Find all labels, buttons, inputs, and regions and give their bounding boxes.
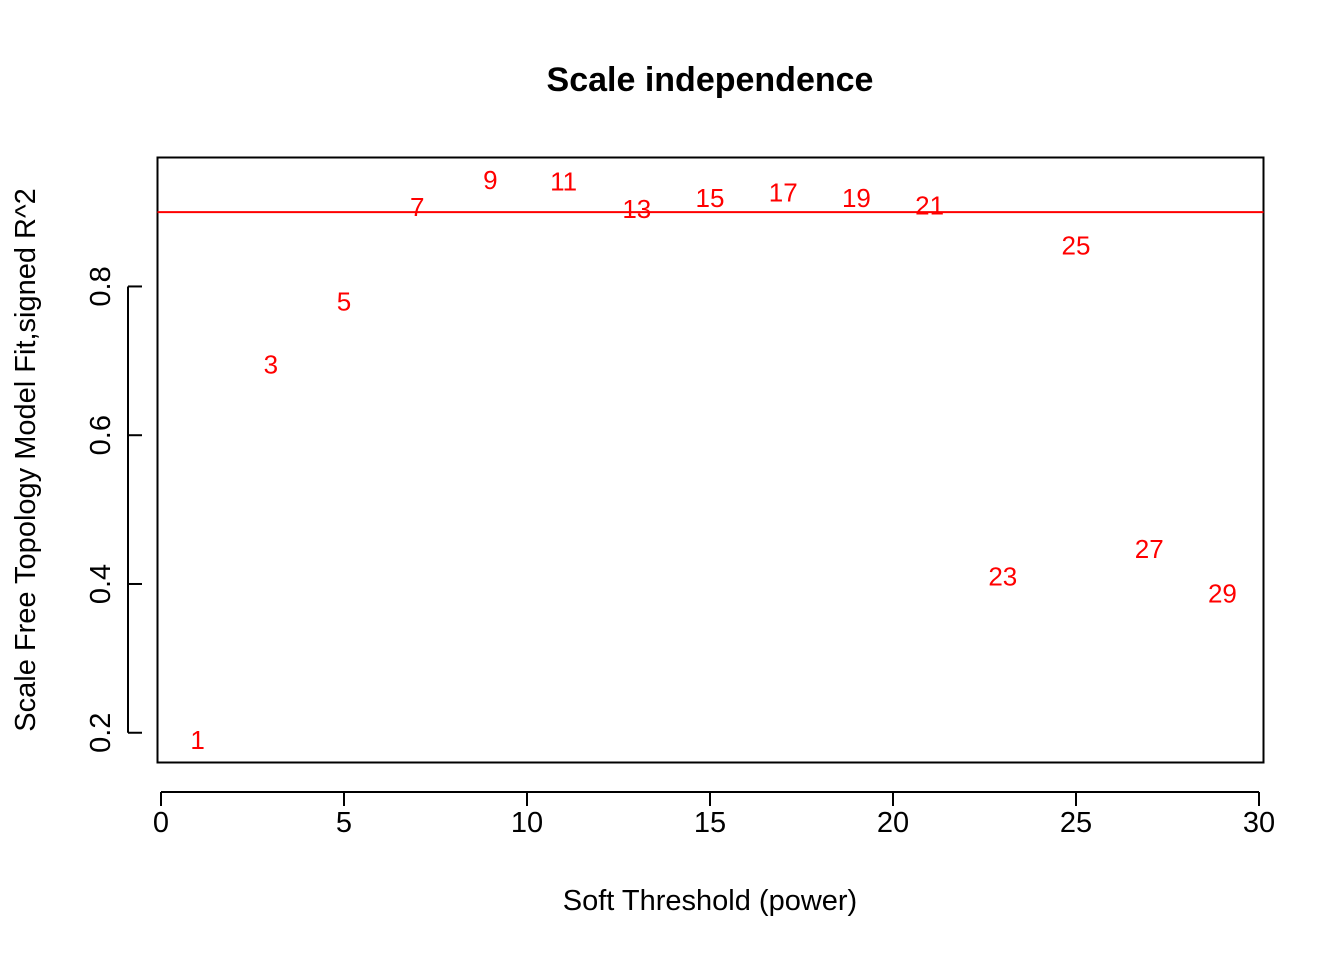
y-axis: 0.2 0.4 0.6 0.8 [85, 266, 142, 753]
x-tick-label: 25 [1060, 807, 1092, 839]
y-tick-label: 0.6 [85, 415, 117, 455]
x-axis: 0 5 10 15 20 25 30 [153, 791, 1275, 839]
data-point-label: 21 [915, 190, 944, 220]
y-tick-label: 0.2 [85, 713, 117, 753]
data-point-label: 25 [1062, 231, 1091, 261]
plot-frame [156, 156, 1265, 764]
data-point-label: 19 [842, 183, 871, 213]
x-axis-label: Soft Threshold (power) [563, 885, 857, 917]
x-tick-label: 10 [511, 807, 543, 839]
data-point-label: 11 [550, 167, 577, 197]
x-tick-label: 20 [877, 807, 909, 839]
data-point-label: 5 [337, 286, 351, 316]
x-tick-label: 30 [1243, 807, 1275, 839]
data-point-label: 1 [190, 725, 204, 755]
data-point-label: 27 [1135, 534, 1164, 564]
data-point-label: 29 [1208, 579, 1237, 609]
y-tick-label: 0.8 [85, 266, 117, 306]
y-axis-label: Scale Free Topology Model Fit,signed R^2 [10, 188, 42, 731]
chart-title: Scale independence [547, 61, 874, 99]
data-point-label: 9 [483, 165, 497, 195]
data-point-label: 13 [622, 194, 651, 224]
x-tick-label: 5 [336, 807, 352, 839]
data-point-label: 3 [264, 350, 278, 380]
x-tick-label: 15 [694, 807, 726, 839]
data-point-label: 23 [988, 562, 1017, 592]
y-tick-label: 0.4 [85, 564, 117, 604]
data-point-label: 17 [769, 178, 798, 208]
data-point-label: 7 [410, 192, 424, 222]
x-tick-label: 0 [153, 807, 169, 839]
data-point-label: 15 [696, 183, 725, 213]
